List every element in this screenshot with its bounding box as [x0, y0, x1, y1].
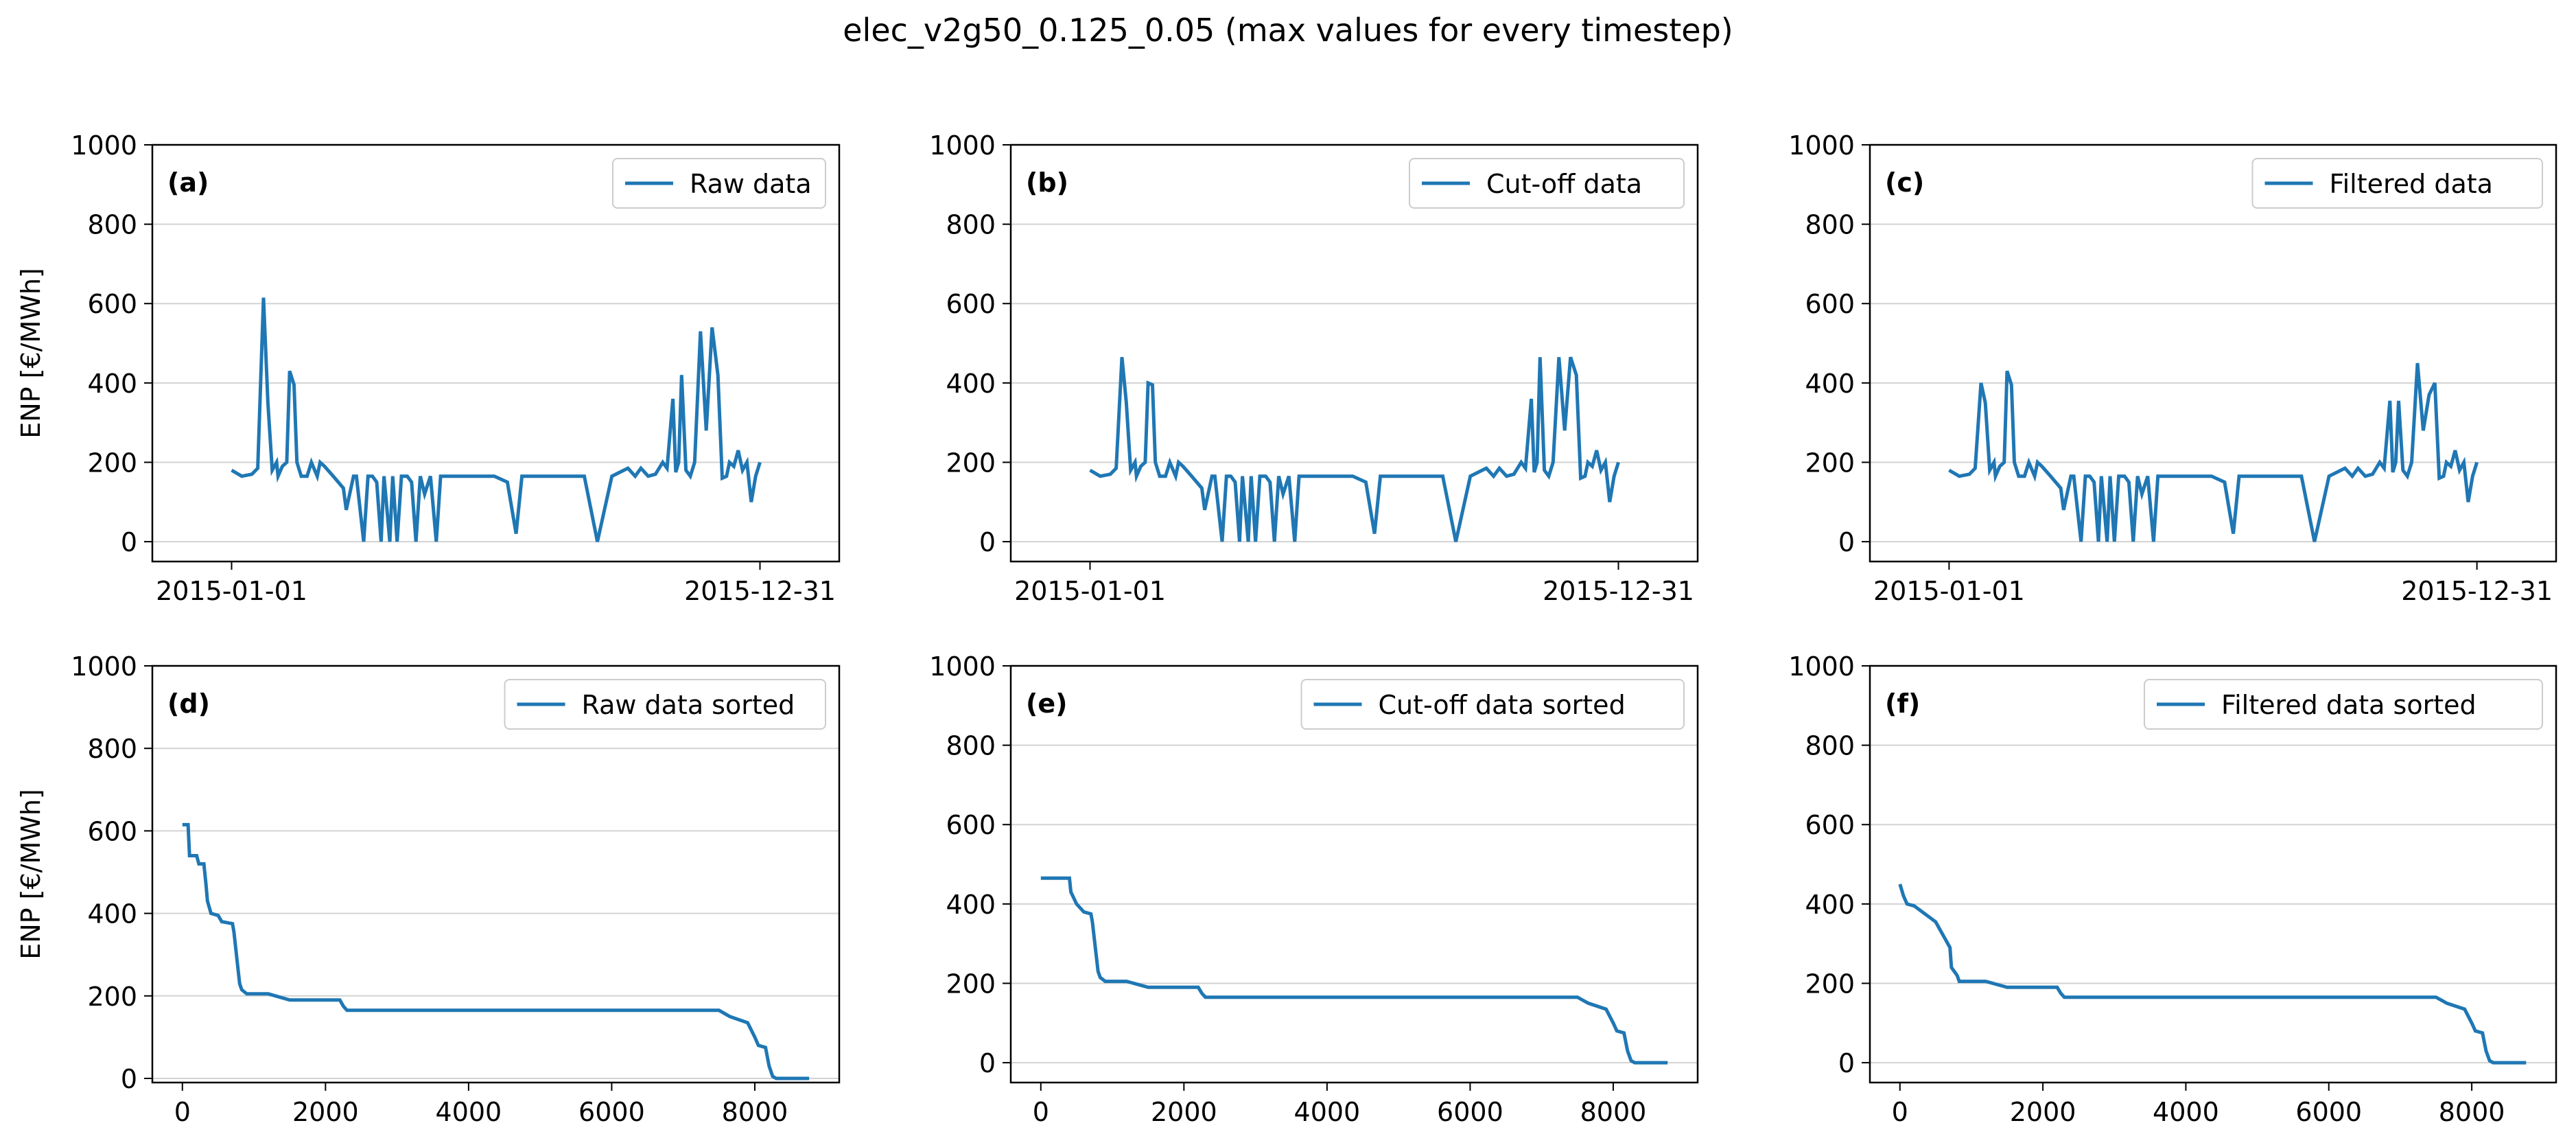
series-line [1089, 356, 1620, 542]
y-tick-label: 800 [87, 210, 137, 240]
chart-panel: 0 200 400 600 800 1000 2015-01-01 2015-12-31 (a)… [16, 130, 841, 606]
y-tick-label: 1000 [1788, 651, 1855, 682]
axes-frame [1009, 664, 1699, 1084]
y-tick-label: 400 [87, 369, 137, 399]
axes-frame [1009, 143, 1699, 563]
chart-panel: 0 200 400 600 800 1000 0 2000 4000 6000 8000 (f) Fil… [1788, 651, 2557, 1127]
legend-label: Raw data sorted [582, 690, 795, 720]
panel-label: (c) [1885, 167, 1924, 198]
y-tick-label: 800 [87, 734, 137, 764]
legend-box [612, 158, 826, 209]
y-tick-label: 1000 [929, 651, 996, 682]
x-tick-label: 2000 [292, 1097, 359, 1127]
legend-label: Cut-off data [1486, 169, 1642, 199]
y-tick-label: 600 [87, 289, 137, 319]
panel-label: (b) [1026, 167, 1068, 198]
y-tick-label: 600 [1805, 289, 1855, 319]
x-tick-label: 4000 [436, 1097, 502, 1127]
legend-label: Raw data [690, 169, 812, 199]
y-tick-label: 0 [1838, 527, 1855, 557]
x-tick-label: 0 [1033, 1097, 1049, 1127]
x-tick-label: 0 [174, 1097, 191, 1127]
y-tick-label: 0 [121, 527, 137, 557]
x-tick-label: 8000 [722, 1097, 788, 1127]
y-tick-label: 1000 [1788, 130, 1855, 161]
y-tick-label: 600 [87, 816, 137, 846]
x-tick-label: 4000 [2153, 1097, 2219, 1127]
y-tick-label: 200 [946, 448, 996, 478]
y-tick-label: 400 [946, 890, 996, 920]
x-tick-label: 2015-01-01 [1873, 576, 2025, 606]
y-tick-label: 600 [946, 289, 996, 319]
panel-label: (e) [1026, 689, 1068, 719]
y-tick-label: 400 [1805, 369, 1855, 399]
y-tick-label: 600 [946, 810, 996, 840]
legend-box [1409, 158, 1685, 209]
y-axis-label: ENP [€/MWh] [16, 789, 46, 960]
y-tick-label: 1000 [71, 651, 137, 682]
y-tick-label: 400 [1805, 890, 1855, 920]
chart-panel: 0 200 400 600 800 1000 0 2000 4000 6000 8000 (e) Cut… [929, 651, 1699, 1127]
x-tick-label: 2015-12-31 [684, 576, 836, 606]
legend-box [2144, 679, 2543, 730]
y-tick-label: 400 [946, 369, 996, 399]
y-tick-label: 200 [87, 448, 137, 478]
y-tick-label: 600 [1805, 810, 1855, 840]
x-tick-label: 8000 [2439, 1097, 2505, 1127]
series-line [1898, 883, 2527, 1065]
legend-label: Cut-off data sorted [1379, 690, 1626, 720]
figure-title: elec_v2g50_0.125_0.05 (max values for ev… [843, 12, 1733, 49]
panel-label: (d) [167, 689, 210, 719]
x-tick-label: 2000 [2010, 1097, 2076, 1127]
axes-frame [1869, 143, 2557, 563]
x-tick-label: 2015-01-01 [1014, 576, 1166, 606]
y-tick-label: 800 [946, 731, 996, 761]
x-tick-label: 8000 [1580, 1097, 1647, 1127]
chart-panel: 0 200 400 600 800 1000 0 2000 4000 6000 8000 (d) Raw… [16, 651, 841, 1127]
panel-label: (f) [1885, 689, 1920, 719]
x-tick-label: 6000 [2295, 1097, 2362, 1127]
x-tick-label: 2015-01-01 [156, 576, 307, 606]
legend-box [504, 679, 826, 730]
series-line [1948, 362, 2479, 542]
axes-frame [1869, 664, 2557, 1084]
chart-panel: 0 200 400 600 800 1000 2015-01-01 2015-12-31 (b)… [929, 130, 1699, 606]
y-tick-label: 1000 [71, 130, 137, 161]
y-tick-label: 800 [946, 210, 996, 240]
y-tick-label: 200 [1805, 448, 1855, 478]
x-tick-label: 6000 [578, 1097, 645, 1127]
series-line [1040, 876, 1668, 1065]
y-tick-label: 200 [1805, 969, 1855, 999]
legend-box [1300, 679, 1685, 730]
x-tick-label: 2015-12-31 [1543, 576, 1694, 606]
y-tick-label: 0 [979, 527, 996, 557]
y-tick-label: 1000 [929, 130, 996, 161]
y-tick-label: 0 [1838, 1048, 1855, 1078]
axes-frame [151, 143, 841, 563]
y-tick-label: 200 [87, 982, 137, 1012]
panels: 0 200 400 600 800 1000 2015-01-01 2015-12-31 (a)… [16, 130, 2557, 1127]
x-tick-label: 2000 [1151, 1097, 1217, 1127]
x-tick-label: 2015-12-31 [2401, 576, 2553, 606]
x-tick-label: 6000 [1437, 1097, 1503, 1127]
y-tick-label: 400 [87, 899, 137, 929]
y-tick-label: 800 [1805, 731, 1855, 761]
legend-label: Filtered data [2330, 169, 2493, 199]
panel-label: (a) [167, 167, 209, 198]
x-tick-label: 4000 [1294, 1097, 1361, 1127]
y-tick-label: 0 [979, 1048, 996, 1078]
axes-frame [151, 664, 841, 1084]
y-tick-label: 0 [121, 1064, 137, 1094]
chart-panel: 0 200 400 600 800 1000 2015-01-01 2015-12-31 (c)… [1788, 130, 2557, 606]
y-tick-label: 800 [1805, 210, 1855, 240]
series-line [182, 822, 810, 1080]
y-tick-label: 200 [946, 969, 996, 999]
y-axis-label: ENP [€/MWh] [16, 268, 46, 439]
x-tick-label: 0 [1892, 1097, 1908, 1127]
series-line [231, 297, 762, 542]
legend-box [2251, 158, 2543, 209]
legend-label: Filtered data sorted [2221, 690, 2477, 720]
